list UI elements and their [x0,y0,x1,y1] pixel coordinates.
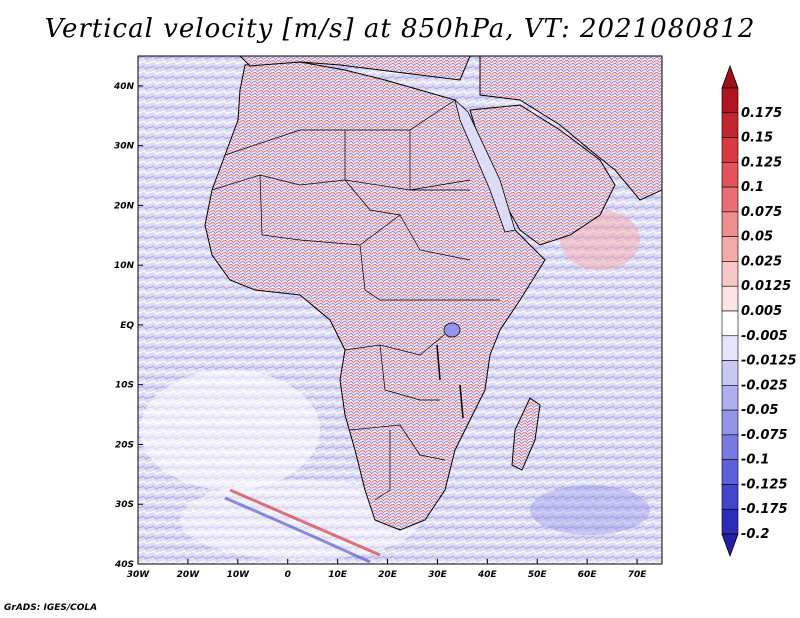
colorbar-bottom-arrow [721,533,739,558]
x-tick-label: 60E [578,570,598,580]
x-tick-label: 30E [428,570,448,580]
lake-tanganyika [436,344,441,381]
colorbar-label: -0.175 [741,502,788,517]
colorbar-swatch [721,211,739,237]
x-tick-label: 70E [628,570,648,580]
colorbar-swatch [721,360,739,386]
x-tick-label: 40E [477,570,498,580]
y-tick-label: 10N [114,261,135,271]
x-tick-label: 10W [227,570,251,580]
asia-land [479,56,662,201]
x-tick-label: 50E [528,570,548,580]
y-tick-label: 40S [114,560,134,570]
y-tick-label: 20S [115,440,134,450]
colorbar-label: 0.175 [741,106,782,121]
x-tick-label: 30W [127,570,151,580]
colorbar-swatch [721,162,739,188]
colorbar: 0.175 0.15 0.125 0.1 0.075 0.05 0.025 0.0125 0.0… [721,64,797,558]
colorbar-swatch [721,310,739,337]
colorbar-swatch [721,236,739,262]
colorbar-swatch [721,385,739,411]
colorbar-label: 0.05 [741,230,773,245]
colorbar-swatch [721,508,739,535]
colorbar-label: -0.0125 [741,354,797,369]
europe-land [239,56,471,81]
lake-malawi [459,384,464,419]
colorbar-label: -0.025 [741,378,788,393]
y-tick-label: 30S [115,500,134,510]
y-axis-ticks: 40N 30N 20N 10N EQ 10S 20S 30S 40S [113,82,143,570]
colorbar-label: 0.005 [741,304,782,319]
colorbar-swatch [721,261,739,287]
x-tick-label: 10E [328,570,348,580]
colorbar-label: -0.075 [741,428,788,443]
colorbar-label: -0.1 [741,453,769,468]
lake-victoria [443,322,461,338]
colorbar-label: -0.005 [741,329,788,344]
x-tick-label: 20W [177,570,201,580]
colorbar-label: -0.2 [741,527,769,542]
colorbar-label: 0.1 [741,180,764,195]
colorbar-swatch [721,87,739,114]
colorbar-swatch [721,112,739,138]
y-tick-label: 20N [114,201,135,211]
colorbar-swatch [721,335,739,361]
colorbar-label: 0.075 [741,205,782,220]
y-tick-label: 40N [113,82,135,92]
colorbar-label: -0.125 [741,477,788,492]
colorbar-swatch [721,137,739,163]
grads-credit: GrADS: IGES/COLA [4,603,98,613]
colorbar-label: 0.025 [741,254,782,269]
colorbar-label: 0.15 [741,131,773,146]
colorbar-label: -0.05 [741,403,778,418]
colorbar-swatch [721,285,739,312]
colorbar-label: 0.125 [741,155,782,170]
y-tick-label: 30N [114,142,135,152]
colorbar-swatch [721,484,739,510]
x-tick-label: 20E [378,570,398,580]
x-axis-ticks: 30W 20W 10W 0 10E 20E 30E 40E 50E 60E 70E [127,559,647,580]
y-tick-label: EQ [120,321,134,331]
colorbar-top-arrow [721,64,739,89]
madagascar-land [511,397,541,471]
plot-frame [137,55,663,565]
colorbar-label: 0.0125 [741,279,791,294]
velocity-field [138,56,662,564]
y-tick-label: 10S [115,381,134,391]
colorbar-swatch [721,434,739,460]
colorbar-swatch [721,459,739,485]
map-title: Vertical velocity [m/s] at 850hPa, VT: 2… [44,14,756,44]
x-tick-label: 0 [285,570,291,580]
colorbar-swatch [721,186,739,213]
colorbar-swatch [721,409,739,436]
